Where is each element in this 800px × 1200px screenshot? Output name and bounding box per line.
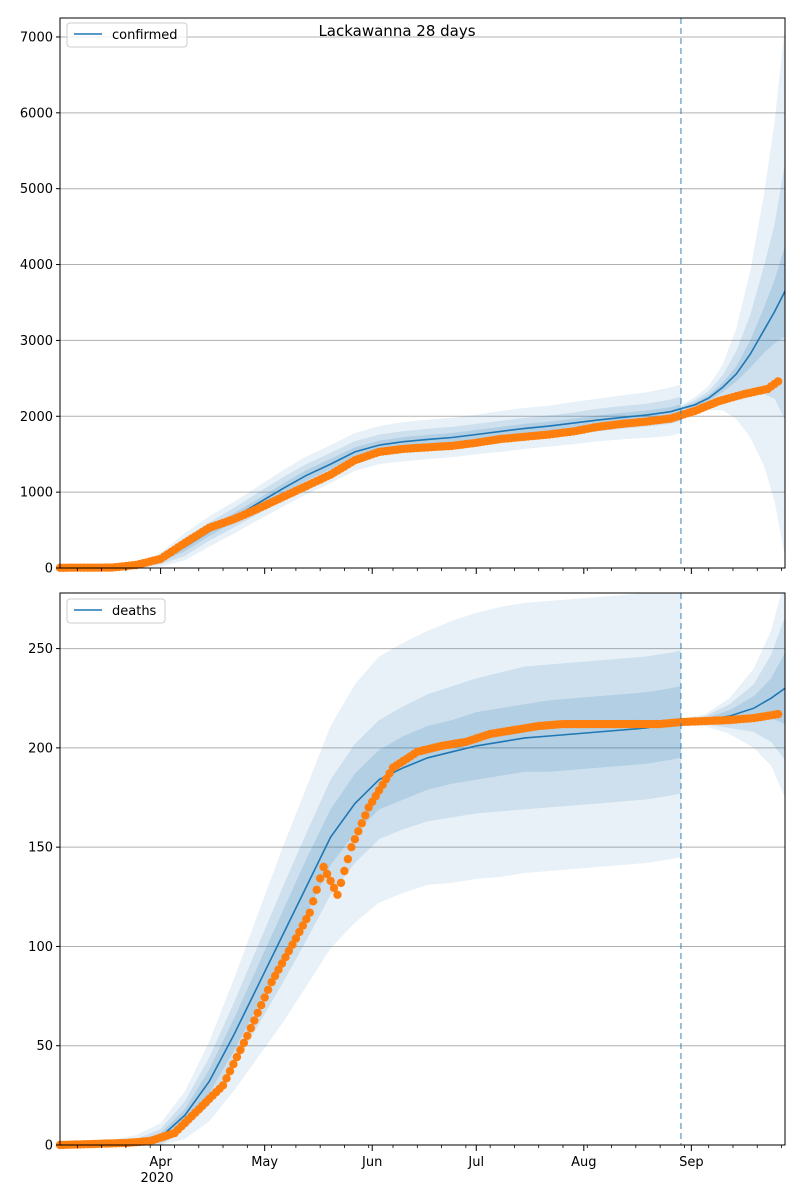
confirmed-y-axis: 0 1000 2000 3000 4000 5000 6000 7000 [20,30,60,577]
observed-point [316,874,325,883]
confirmed-plot-frame [59,17,786,569]
observed-point [354,827,363,836]
observed-point [333,890,342,899]
deaths-legend-box [66,598,166,624]
observed-point [319,862,328,872]
observed-point [277,959,287,968]
y-tick-label: 0 [45,562,53,577]
y-tick-label: 2000 [20,410,53,425]
observed-point [250,1016,259,1025]
observed-point [340,866,349,876]
observed-point [302,914,311,924]
observed-point [305,908,314,917]
uncertainty-band [60,650,681,1145]
observed-point [343,854,353,864]
confirmed-legend: confirmed [66,22,188,48]
observed-point [225,1067,235,1076]
y-tick-label: 4000 [20,258,53,273]
y-tick-label: 200 [28,741,53,756]
observed-point [312,885,321,894]
observed-point [267,978,276,987]
observed-point [229,1060,238,1069]
y-tick-label: 5000 [20,182,53,197]
x-tick-label: Aug [571,1155,596,1170]
observed-point [347,843,356,852]
observed-point [291,934,301,943]
deaths-y-axis: 0 50 100 150 200 250 [28,642,60,1154]
x-tick-label: May [251,1155,278,1170]
observed-point [263,985,273,994]
observed-point [322,869,332,879]
uncertainty-band [680,25,785,557]
observed-point [298,921,307,930]
confirmed-panel: 0 1000 2000 3000 4000 5000 6000 7000 Lackawanna… [20,17,786,577]
observed-point [257,1001,266,1010]
observed-point [222,1074,231,1083]
observed-point [361,811,370,820]
deaths-legend: deaths [66,598,166,624]
observed-point [288,940,297,949]
chart-title: Lackawanna 28 days [318,22,475,40]
x-axis-year-label: 2020 [140,1171,173,1186]
observed-point [326,876,335,886]
confirmed-x-axis [76,568,782,574]
observed-point [218,1081,228,1090]
y-tick-label: 3000 [20,334,53,349]
observed-point [295,927,304,937]
x-tick-label: Jul [467,1155,484,1170]
observed-point [329,883,339,893]
uncertainty-band [680,593,785,798]
observed-point [232,1052,242,1062]
uncertainty-band [680,652,785,725]
observed-point [309,897,318,906]
observed-point [281,953,290,962]
observed-point [773,377,783,386]
y-tick-label: 1000 [20,486,53,501]
x-tick-label: Sep [679,1155,704,1170]
y-tick-label: 150 [28,841,53,856]
observed-point [336,878,346,888]
observed-point [236,1045,245,1055]
deaths-plot-frame [59,592,786,1146]
observed-point [246,1023,255,1033]
observed-point [270,971,280,981]
uncertainty-band [680,162,785,421]
x-tick-label: Apr [149,1155,172,1170]
y-tick-label: 100 [28,940,53,955]
confirmed-legend-label: confirmed [112,28,178,43]
x-tick-label: Jun [361,1155,382,1170]
deaths-legend-label: deaths [112,604,157,619]
y-tick-label: 6000 [20,106,53,121]
observed-point [239,1038,249,1048]
y-tick-label: 50 [36,1039,53,1054]
y-tick-label: 0 [45,1139,53,1154]
deaths-observed-points [55,709,783,1150]
observed-point [274,965,283,974]
uncertainty-band [60,686,681,1145]
observed-point [350,835,360,844]
y-tick-label: 250 [28,642,53,657]
y-tick-label: 7000 [20,30,53,45]
observed-point [773,709,783,719]
confirmed-legend-box [66,22,188,48]
deaths-x-axis: Apr May Jun Jul Aug Sep [76,1145,782,1170]
observed-point [253,1008,262,1017]
observed-point [284,946,294,956]
observed-point [260,993,269,1002]
observed-point [357,819,366,828]
observed-point [243,1031,252,1041]
confirmed-observed-points [55,377,783,572]
